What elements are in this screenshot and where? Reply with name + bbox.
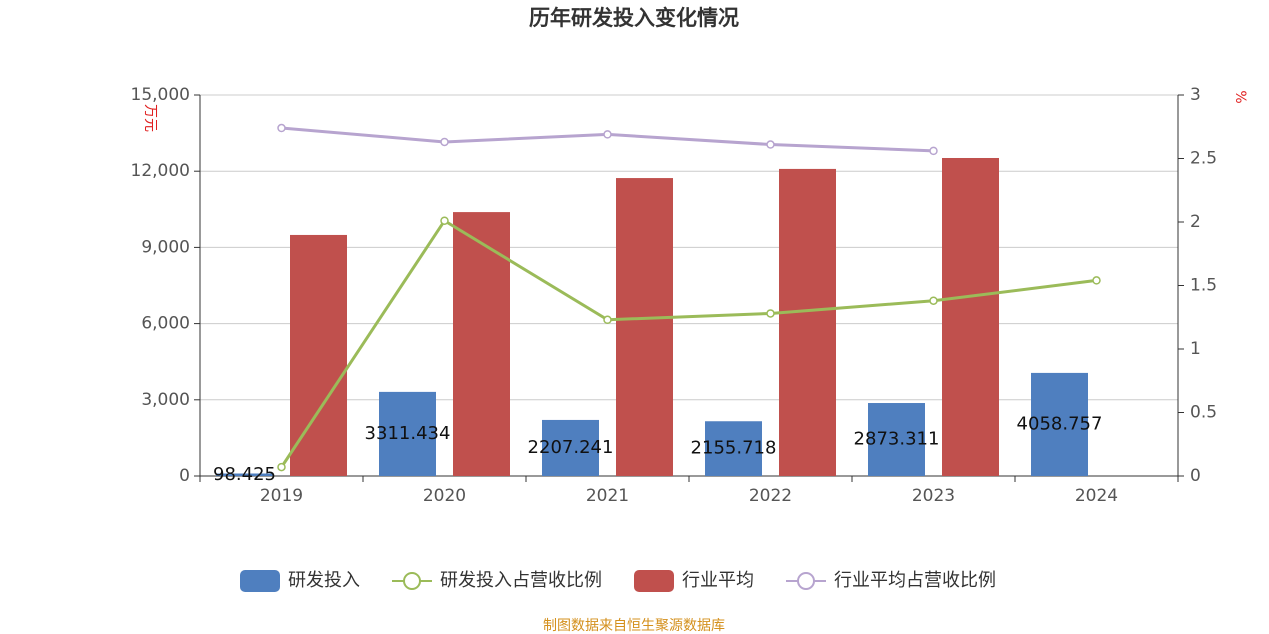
bar	[616, 178, 673, 477]
y2-tick-label: 1	[1190, 339, 1201, 359]
point	[603, 130, 612, 139]
point	[1092, 276, 1101, 285]
y-tick-label: 3,000	[141, 390, 190, 410]
bar	[290, 234, 347, 476]
bar	[779, 168, 836, 476]
point	[603, 315, 612, 325]
x-tick-label: 2021	[586, 486, 629, 506]
chart-title: 历年研发投入变化情况	[529, 6, 739, 30]
y-tick-label: 12,000	[131, 161, 190, 181]
bar	[868, 403, 925, 476]
point	[440, 137, 449, 147]
bar	[1031, 372, 1088, 476]
line	[280, 218, 1097, 468]
bar	[705, 421, 762, 476]
y2-tick-label: 0	[1190, 466, 1201, 486]
y2-tick-label: 1.5	[1190, 276, 1217, 296]
y2-tick-label: 0.5	[1190, 403, 1217, 423]
bar	[216, 473, 273, 476]
y-tick-label: 9,000	[141, 237, 190, 257]
point	[929, 146, 938, 156]
y2-tick-label: 2	[1190, 212, 1201, 232]
bar	[453, 212, 510, 476]
point	[277, 123, 286, 133]
y-tick-label: 0	[179, 466, 190, 486]
data-label: 4058.757	[1017, 413, 1103, 434]
x-tick-label: 2022	[749, 486, 792, 506]
y-tick-label: 6,000	[141, 314, 190, 334]
y-axis-label: 万元	[142, 104, 158, 132]
legend-label[interactable]: 行业平均占营收比例	[834, 570, 996, 591]
legend-label[interactable]: 研发投入占营收比例	[440, 570, 602, 591]
data-label: 2155.718	[691, 438, 777, 459]
point	[766, 140, 775, 149]
source-note: 制图数据来自恒生聚源数据库	[543, 618, 725, 634]
point	[766, 309, 775, 318]
y2-tick-label: 3	[1190, 85, 1201, 105]
x-tick-label: 2024	[1075, 486, 1118, 506]
point	[440, 216, 449, 225]
y2-tick-label: 2.5	[1190, 149, 1217, 169]
legend-swatch[interactable]	[240, 570, 280, 592]
bar	[379, 391, 436, 476]
legend-swatch[interactable]	[634, 570, 674, 592]
y2-axis-label: %	[1232, 90, 1248, 103]
data-label: 2207.241	[528, 437, 614, 458]
legend-label[interactable]: 研发投入	[288, 570, 360, 591]
data-label: 2873.311	[854, 429, 940, 450]
data-label: 3311.434	[365, 423, 451, 444]
legend-swatch[interactable]	[403, 572, 421, 590]
legend-swatch[interactable]	[797, 572, 815, 590]
point	[277, 462, 286, 472]
bar	[542, 419, 599, 476]
bar	[942, 157, 999, 476]
x-tick-label: 2019	[260, 486, 303, 506]
y-tick-label: 15,000	[131, 85, 190, 105]
x-tick-label: 2023	[912, 486, 955, 506]
data-label: 98.425	[213, 464, 276, 485]
legend-label[interactable]: 行业平均	[682, 570, 754, 591]
x-tick-label: 2020	[423, 486, 466, 506]
point	[929, 296, 938, 305]
